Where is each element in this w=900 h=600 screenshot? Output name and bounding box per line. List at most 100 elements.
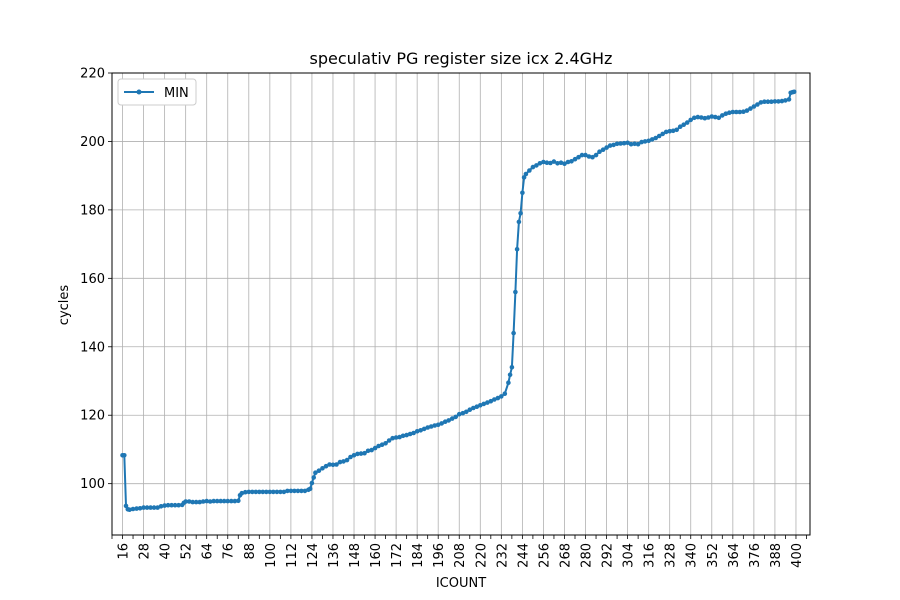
data-point	[162, 503, 167, 508]
data-point	[186, 499, 192, 504]
data-point	[765, 99, 771, 104]
data-point	[137, 506, 143, 511]
data-point	[236, 498, 241, 504]
data-point	[414, 429, 420, 434]
data-point	[511, 330, 516, 336]
data-point	[474, 404, 480, 410]
x-axis-label: ICOUNT	[436, 576, 486, 591]
x-tick-label: 208	[453, 543, 468, 568]
data-point	[499, 394, 504, 399]
data-point	[611, 142, 616, 148]
legend-label-min: MIN	[164, 86, 189, 101]
data-point	[635, 141, 641, 147]
data-point	[748, 106, 753, 111]
data-point	[225, 498, 230, 504]
data-point	[211, 498, 216, 504]
data-point	[383, 441, 388, 446]
data-point	[495, 395, 501, 401]
y-tick-label: 100	[80, 477, 105, 492]
data-point	[507, 372, 513, 378]
data-point	[706, 115, 711, 120]
data-point	[590, 154, 595, 160]
data-point	[281, 489, 287, 495]
data-point	[148, 505, 153, 510]
data-point	[400, 433, 406, 439]
data-point	[544, 160, 550, 165]
chart-title: speculativ PG register size icx 2.4GHz	[310, 49, 613, 68]
x-tick-label: 112	[285, 543, 300, 568]
data-point	[569, 159, 574, 164]
data-point	[514, 246, 520, 252]
data-point	[311, 475, 317, 480]
data-point	[274, 489, 280, 495]
x-tick-label: 124	[306, 543, 321, 568]
x-tick-label: 160	[369, 543, 384, 568]
data-point	[379, 442, 385, 448]
data-point	[285, 488, 290, 494]
data-point	[506, 380, 511, 386]
data-point	[677, 124, 683, 129]
data-point	[695, 114, 701, 120]
data-point	[649, 137, 655, 142]
data-point	[355, 451, 360, 457]
data-point	[699, 115, 704, 120]
data-point	[435, 422, 441, 428]
data-point	[302, 488, 308, 494]
data-point	[593, 152, 599, 158]
data-point	[197, 499, 202, 505]
x-tick-label: 52	[180, 543, 195, 560]
data-point	[421, 426, 427, 432]
x-tick-label: 136	[327, 543, 342, 568]
data-point	[464, 409, 469, 415]
data-point	[460, 410, 466, 416]
data-point	[369, 447, 374, 453]
data-point	[151, 505, 157, 510]
data-point	[548, 160, 553, 166]
data-point	[130, 506, 136, 512]
data-point	[667, 128, 672, 134]
x-tick-label: 400	[790, 543, 805, 568]
data-point	[341, 459, 346, 464]
data-point	[250, 489, 255, 495]
data-point	[523, 171, 529, 177]
data-point	[537, 161, 543, 166]
data-point	[193, 499, 199, 505]
data-point	[299, 488, 304, 494]
data-point	[207, 499, 213, 504]
data-point	[625, 140, 630, 146]
y-axis: 100 120 140 160 180 200 220	[80, 67, 112, 492]
data-point	[674, 127, 679, 133]
data-point	[521, 175, 527, 180]
y-tick-label: 200	[80, 135, 105, 150]
data-point	[541, 159, 546, 165]
data-point	[716, 115, 722, 121]
data-point	[518, 211, 523, 216]
legend-swatch-marker	[136, 89, 142, 95]
data-point	[776, 99, 781, 104]
data-point	[288, 488, 294, 494]
x-tick-label: 172	[390, 543, 405, 568]
data-point	[762, 99, 767, 104]
data-point	[702, 115, 708, 121]
data-point	[656, 133, 662, 139]
data-point	[253, 489, 259, 495]
data-point	[165, 502, 171, 508]
x-tick-label: 64	[201, 543, 216, 560]
data-point	[607, 143, 613, 148]
x-tick-label: 40	[159, 543, 174, 560]
data-point	[513, 289, 518, 295]
data-point	[646, 138, 651, 144]
data-point	[509, 365, 515, 370]
data-point	[260, 489, 266, 495]
data-point	[334, 462, 339, 467]
data-point	[730, 109, 736, 115]
data-point	[600, 147, 606, 152]
x-tick-label: 316	[643, 543, 658, 568]
x-tick-label: 388	[769, 543, 784, 568]
legend-box	[117, 78, 197, 106]
data-point	[692, 115, 697, 121]
data-point	[264, 489, 269, 495]
data-point	[204, 498, 209, 504]
x-tick-label: 244	[516, 543, 531, 568]
